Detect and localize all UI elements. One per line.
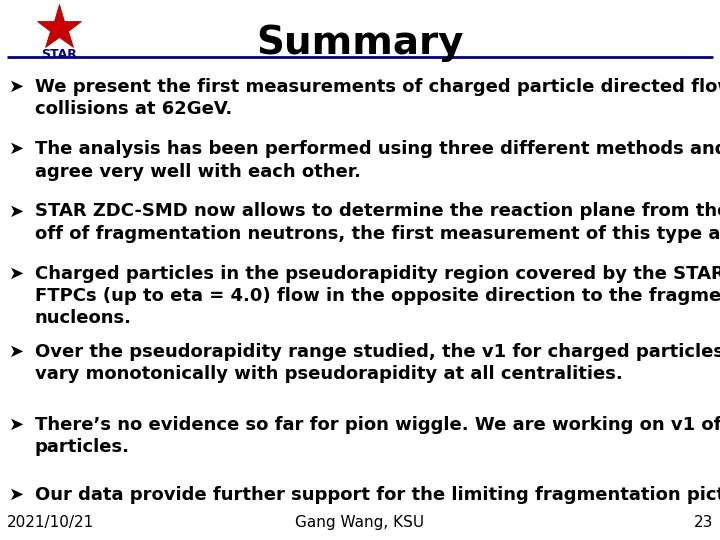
Text: 23: 23 xyxy=(693,515,713,530)
Text: ➤: ➤ xyxy=(9,78,24,96)
Text: ➤: ➤ xyxy=(9,343,24,361)
Text: 2021/10/21: 2021/10/21 xyxy=(7,515,94,530)
Text: Our data provide further support for the limiting fragmentation picture.: Our data provide further support for the… xyxy=(35,486,720,504)
Text: Charged particles in the pseudorapidity region covered by the STAR TPC and
FTPCs: Charged particles in the pseudorapidity … xyxy=(35,265,720,327)
Text: ➤: ➤ xyxy=(9,140,24,158)
Text: ➤: ➤ xyxy=(9,486,24,504)
Text: ➤: ➤ xyxy=(9,265,24,282)
Text: ➤: ➤ xyxy=(9,202,24,220)
Text: STAR: STAR xyxy=(41,48,77,60)
Text: Over the pseudorapidity range studied, the v1 for charged particles is found to
: Over the pseudorapidity range studied, t… xyxy=(35,343,720,383)
Text: ➤: ➤ xyxy=(9,416,24,434)
Text: STAR ZDC-SMD now allows to determine the reaction plane from the bounce-
off of : STAR ZDC-SMD now allows to determine the… xyxy=(35,202,720,242)
Text: Gang Wang, KSU: Gang Wang, KSU xyxy=(295,515,425,530)
Text: The analysis has been performed using three different methods and the results
ag: The analysis has been performed using th… xyxy=(35,140,720,180)
Text: There’s no evidence so far for pion wiggle. We are working on v1 of  identified
: There’s no evidence so far for pion wigg… xyxy=(35,416,720,456)
Text: Summary: Summary xyxy=(256,24,464,62)
Text: We present the first measurements of charged particle directed flow in Au+Au
col: We present the first measurements of cha… xyxy=(35,78,720,118)
